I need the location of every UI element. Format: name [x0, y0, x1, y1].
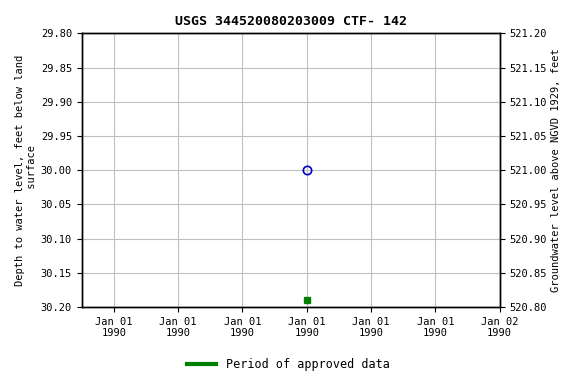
- Y-axis label: Depth to water level, feet below land
 surface: Depth to water level, feet below land su…: [15, 55, 37, 286]
- Legend: Period of approved data: Period of approved data: [182, 354, 394, 376]
- Y-axis label: Groundwater level above NGVD 1929, feet: Groundwater level above NGVD 1929, feet: [551, 48, 561, 292]
- Title: USGS 344520080203009 CTF- 142: USGS 344520080203009 CTF- 142: [175, 15, 407, 28]
